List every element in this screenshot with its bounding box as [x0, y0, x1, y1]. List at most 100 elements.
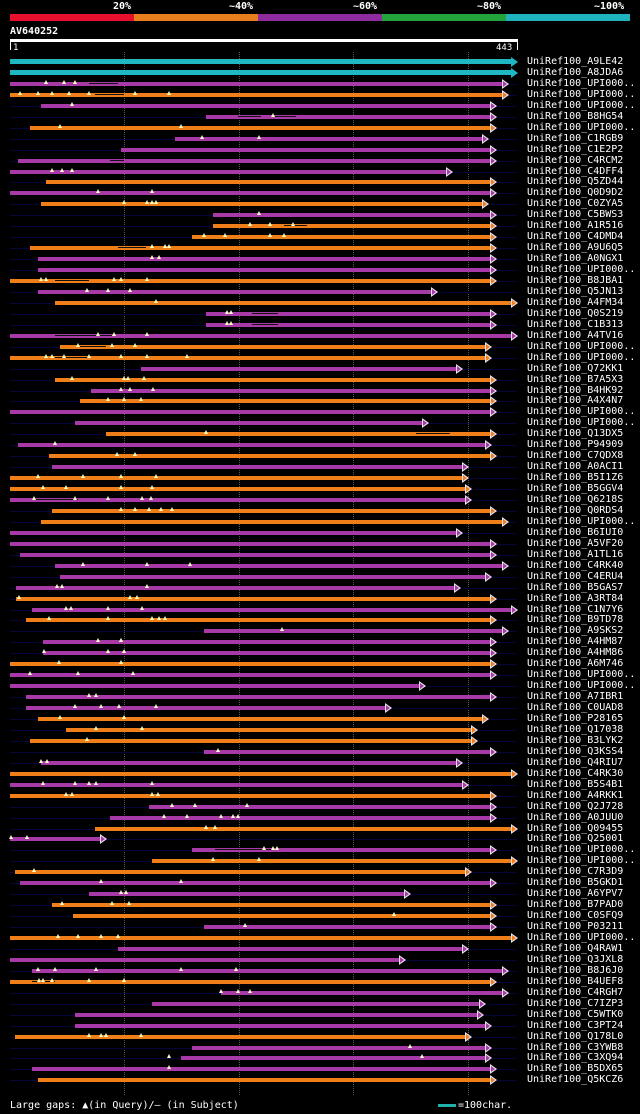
hit-name[interactable]: UniRef100_Q3KSS4 — [527, 745, 624, 757]
hit-bar[interactable] — [206, 114, 492, 119]
hit-row[interactable]: UniRef100_C1E2P2 — [0, 143, 640, 156]
hit-bar[interactable] — [37, 289, 432, 294]
hit-row[interactable]: UniRef100_A9LE42 — [0, 56, 640, 68]
hit-row[interactable]: UniRef100_C4RCM2 — [0, 155, 640, 167]
hit-bar[interactable] — [203, 629, 503, 634]
hit-name[interactable]: UniRef100_UPI000.. — [527, 99, 636, 111]
hit-name[interactable]: UniRef100_UPI000.. — [527, 121, 636, 133]
hit-name[interactable]: UniRef100_Q09455 — [527, 822, 624, 834]
hit-name[interactable]: UniRef100_B5I1Z6 — [527, 472, 624, 484]
hit-bar[interactable] — [10, 662, 492, 667]
hit-bar[interactable] — [37, 268, 492, 273]
hit-row[interactable]: UniRef100_C4RK30 — [0, 768, 640, 780]
hit-name[interactable]: UniRef100_UPI000.. — [527, 932, 636, 943]
hit-bar[interactable] — [60, 344, 486, 349]
hit-row[interactable]: UniRef100_B5GKD1 — [0, 877, 640, 889]
hit-row[interactable]: UniRef100_A4HM86 — [0, 647, 640, 659]
hit-row[interactable]: UniRef100_UPI000.. — [0, 351, 640, 364]
hit-name[interactable]: UniRef100_A6YPV7 — [527, 888, 624, 900]
hit-bar[interactable] — [10, 69, 512, 75]
hit-bar[interactable] — [206, 322, 492, 327]
hit-row[interactable]: UniRef100_Q72KK1 — [0, 363, 640, 375]
hit-bar[interactable] — [40, 519, 503, 524]
hit-bar[interactable] — [79, 399, 492, 404]
hit-name[interactable]: UniRef100_B8JBA1 — [527, 275, 624, 286]
hit-bar[interactable] — [75, 1012, 478, 1017]
hit-row[interactable]: UniRef100_UPI000.. — [0, 99, 640, 112]
hit-bar[interactable] — [10, 59, 512, 64]
hit-row[interactable]: UniRef100_C4DMD4 — [0, 231, 640, 243]
hit-row[interactable]: UniRef100_UPI000.. — [0, 406, 640, 418]
hit-row[interactable]: UniRef100_P03211 — [0, 921, 640, 933]
hit-name[interactable]: UniRef100_Q13DX5 — [527, 428, 624, 440]
hit-bar[interactable] — [10, 279, 492, 283]
hit-bar[interactable] — [20, 881, 492, 886]
hit-bar[interactable] — [14, 1034, 467, 1039]
hit-bar[interactable] — [29, 246, 492, 251]
hit-bar[interactable] — [192, 848, 492, 853]
hit-row[interactable]: UniRef100_C0SFQ9 — [0, 910, 640, 922]
hit-row[interactable]: UniRef100_Q4RIU7 — [0, 757, 640, 769]
hit-row[interactable]: UniRef100_C7QDX8 — [0, 450, 640, 462]
hit-bar[interactable] — [15, 585, 455, 590]
hit-bar[interactable] — [10, 169, 447, 174]
hit-bar[interactable] — [14, 870, 467, 875]
hit-bar[interactable] — [18, 158, 492, 163]
hit-row[interactable]: UniRef100_A6M746 — [0, 658, 640, 670]
hit-bar[interactable] — [109, 815, 492, 820]
hit-bar[interactable] — [10, 355, 486, 360]
hit-row[interactable]: UniRef100_C0UAD8 — [0, 702, 640, 714]
hit-name[interactable]: UniRef100_Q5JN13 — [527, 285, 624, 297]
hit-row[interactable]: UniRef100_UPI000.. — [0, 515, 640, 528]
hit-name[interactable]: UniRef100_A4HM87 — [527, 636, 624, 648]
hit-row[interactable]: UniRef100_UPI000.. — [0, 932, 640, 944]
hit-bar[interactable] — [18, 443, 486, 448]
hit-name[interactable]: UniRef100_UPI000.. — [527, 515, 636, 527]
hit-row[interactable]: UniRef100_B5DX65 — [0, 1063, 640, 1075]
hit-bar[interactable] — [10, 771, 512, 776]
hit-row[interactable]: UniRef100_C4RGH7 — [0, 987, 640, 999]
hit-row[interactable]: UniRef100_UPI000.. — [0, 669, 640, 681]
hit-bar[interactable] — [89, 892, 406, 897]
hit-name[interactable]: UniRef100_C1E2P2 — [527, 143, 624, 155]
hit-name[interactable]: UniRef100_A9U6Q5 — [527, 242, 624, 254]
hit-name[interactable]: UniRef100_A4X4N7 — [527, 395, 624, 407]
hit-name[interactable]: UniRef100_UPI000.. — [527, 351, 636, 363]
hit-name[interactable]: UniRef100_A1R516 — [527, 220, 624, 232]
hit-bar[interactable] — [121, 147, 492, 152]
hit-row[interactable]: UniRef100_Q13DX5 — [0, 428, 640, 440]
hit-bar[interactable] — [221, 990, 503, 995]
hit-name[interactable]: UniRef100_UPI000.. — [527, 669, 636, 681]
hit-bar[interactable] — [175, 136, 484, 141]
hit-row[interactable]: UniRef100_B5I1Z6 — [0, 472, 640, 484]
hit-name[interactable]: UniRef100_UPI000.. — [527, 340, 636, 352]
hit-bar[interactable] — [148, 804, 492, 809]
hit-row[interactable]: UniRef100_A4X4N7 — [0, 395, 640, 407]
hit-bar[interactable] — [40, 760, 457, 765]
hit-name[interactable]: UniRef100_B4UEF8 — [527, 975, 624, 987]
hit-name[interactable]: UniRef100_Q6218S — [527, 494, 624, 505]
hit-name[interactable]: UniRef100_C4RK40 — [527, 559, 624, 571]
hit-row[interactable]: UniRef100_C4DFF4 — [0, 166, 640, 178]
hit-row[interactable]: UniRef100_C7R3D9 — [0, 866, 640, 878]
hit-bar[interactable] — [37, 257, 492, 262]
hit-name[interactable]: UniRef100_A9SKS2 — [527, 625, 624, 637]
hit-row[interactable]: UniRef100_A4HM87 — [0, 636, 640, 648]
hit-bar[interactable] — [40, 202, 484, 207]
hit-row[interactable]: UniRef100_A0ACI1 — [0, 461, 640, 473]
hit-row[interactable]: UniRef100_UPI000.. — [0, 855, 640, 867]
hit-bar[interactable] — [29, 125, 492, 130]
hit-name[interactable]: UniRef100_Q178L0 — [527, 1030, 624, 1042]
hit-name[interactable]: UniRef100_Q5KCZ6 — [527, 1074, 624, 1086]
hit-row[interactable]: UniRef100_B9TD78 — [0, 614, 640, 626]
hit-bar[interactable] — [73, 914, 492, 919]
hit-row[interactable]: UniRef100_A3RT84 — [0, 593, 640, 605]
hit-row[interactable]: UniRef100_C3YWB8 — [0, 1042, 640, 1054]
hit-name[interactable]: UniRef100_B5GKD1 — [527, 877, 624, 889]
hit-bar[interactable] — [152, 859, 512, 864]
hit-bar[interactable] — [37, 1078, 492, 1083]
hit-row[interactable]: UniRef100_Q5KCZ6 — [0, 1074, 640, 1086]
hit-bar[interactable] — [91, 388, 492, 393]
hit-name[interactable]: UniRef100_UPI000.. — [527, 406, 636, 418]
hit-bar[interactable] — [152, 1001, 480, 1006]
